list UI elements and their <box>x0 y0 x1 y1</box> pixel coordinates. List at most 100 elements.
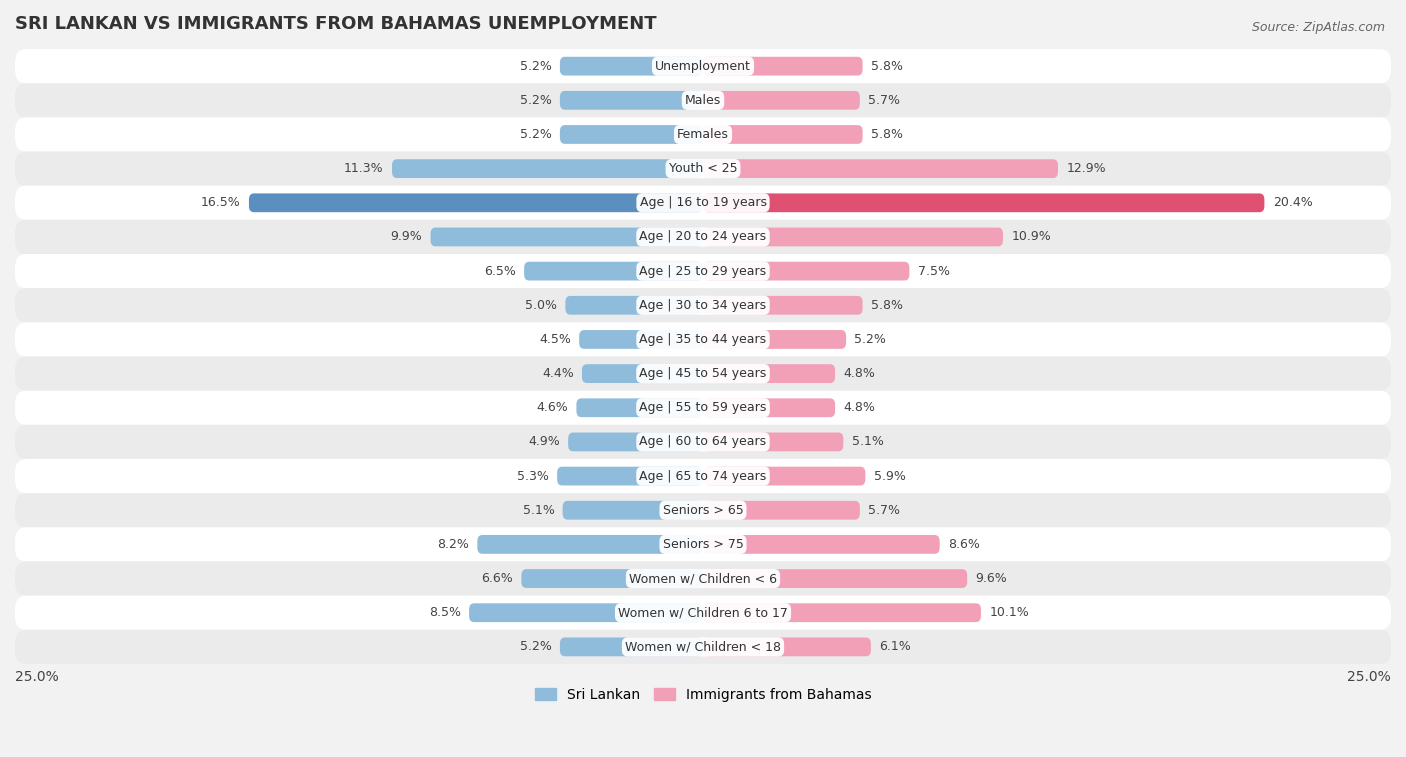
FancyBboxPatch shape <box>15 185 1391 220</box>
Text: 16.5%: 16.5% <box>201 196 240 209</box>
Text: Seniors > 75: Seniors > 75 <box>662 538 744 551</box>
Text: Age | 55 to 59 years: Age | 55 to 59 years <box>640 401 766 414</box>
Text: 4.5%: 4.5% <box>538 333 571 346</box>
Text: 8.2%: 8.2% <box>437 538 470 551</box>
FancyBboxPatch shape <box>15 391 1391 425</box>
FancyBboxPatch shape <box>703 57 863 76</box>
Text: Age | 60 to 64 years: Age | 60 to 64 years <box>640 435 766 448</box>
FancyBboxPatch shape <box>703 193 1264 212</box>
FancyBboxPatch shape <box>703 159 1057 178</box>
FancyBboxPatch shape <box>562 501 703 519</box>
FancyBboxPatch shape <box>703 398 835 417</box>
Text: 9.9%: 9.9% <box>391 230 422 244</box>
FancyBboxPatch shape <box>15 630 1391 664</box>
Text: Males: Males <box>685 94 721 107</box>
Text: Age | 25 to 29 years: Age | 25 to 29 years <box>640 265 766 278</box>
FancyBboxPatch shape <box>15 596 1391 630</box>
Text: 4.8%: 4.8% <box>844 401 875 414</box>
Text: 5.2%: 5.2% <box>520 94 551 107</box>
Text: 5.8%: 5.8% <box>870 60 903 73</box>
FancyBboxPatch shape <box>576 398 703 417</box>
FancyBboxPatch shape <box>703 125 863 144</box>
Legend: Sri Lankan, Immigrants from Bahamas: Sri Lankan, Immigrants from Bahamas <box>529 682 877 707</box>
Text: 5.7%: 5.7% <box>868 503 900 517</box>
FancyBboxPatch shape <box>703 330 846 349</box>
Text: 4.8%: 4.8% <box>844 367 875 380</box>
FancyBboxPatch shape <box>557 466 703 485</box>
Text: 5.1%: 5.1% <box>523 503 554 517</box>
FancyBboxPatch shape <box>15 357 1391 391</box>
FancyBboxPatch shape <box>560 637 703 656</box>
Text: SRI LANKAN VS IMMIGRANTS FROM BAHAMAS UNEMPLOYMENT: SRI LANKAN VS IMMIGRANTS FROM BAHAMAS UN… <box>15 15 657 33</box>
FancyBboxPatch shape <box>15 151 1391 185</box>
Text: Unemployment: Unemployment <box>655 60 751 73</box>
Text: 5.7%: 5.7% <box>868 94 900 107</box>
FancyBboxPatch shape <box>703 91 860 110</box>
FancyBboxPatch shape <box>560 125 703 144</box>
FancyBboxPatch shape <box>15 117 1391 151</box>
Text: 10.9%: 10.9% <box>1011 230 1050 244</box>
Text: Age | 65 to 74 years: Age | 65 to 74 years <box>640 469 766 482</box>
FancyBboxPatch shape <box>522 569 703 588</box>
FancyBboxPatch shape <box>703 296 863 315</box>
Text: 5.8%: 5.8% <box>870 299 903 312</box>
FancyBboxPatch shape <box>392 159 703 178</box>
FancyBboxPatch shape <box>703 501 860 519</box>
FancyBboxPatch shape <box>524 262 703 281</box>
FancyBboxPatch shape <box>579 330 703 349</box>
FancyBboxPatch shape <box>15 254 1391 288</box>
Text: 8.6%: 8.6% <box>948 538 980 551</box>
FancyBboxPatch shape <box>582 364 703 383</box>
FancyBboxPatch shape <box>703 569 967 588</box>
Text: Age | 16 to 19 years: Age | 16 to 19 years <box>640 196 766 209</box>
FancyBboxPatch shape <box>703 228 1002 246</box>
FancyBboxPatch shape <box>703 603 981 622</box>
FancyBboxPatch shape <box>470 603 703 622</box>
Text: 5.9%: 5.9% <box>873 469 905 482</box>
FancyBboxPatch shape <box>703 262 910 281</box>
FancyBboxPatch shape <box>15 493 1391 528</box>
Text: 12.9%: 12.9% <box>1066 162 1107 175</box>
Text: 4.6%: 4.6% <box>537 401 568 414</box>
Text: 5.1%: 5.1% <box>852 435 883 448</box>
FancyBboxPatch shape <box>15 459 1391 493</box>
Text: 5.2%: 5.2% <box>520 60 551 73</box>
Text: 5.2%: 5.2% <box>520 640 551 653</box>
Text: 6.1%: 6.1% <box>879 640 911 653</box>
FancyBboxPatch shape <box>249 193 703 212</box>
FancyBboxPatch shape <box>15 288 1391 322</box>
Text: 6.6%: 6.6% <box>481 572 513 585</box>
FancyBboxPatch shape <box>703 364 835 383</box>
Text: 10.1%: 10.1% <box>990 606 1029 619</box>
Text: Women w/ Children < 6: Women w/ Children < 6 <box>628 572 778 585</box>
Text: Age | 35 to 44 years: Age | 35 to 44 years <box>640 333 766 346</box>
FancyBboxPatch shape <box>15 83 1391 117</box>
Text: Age | 45 to 54 years: Age | 45 to 54 years <box>640 367 766 380</box>
Text: 5.2%: 5.2% <box>520 128 551 141</box>
Text: 9.6%: 9.6% <box>976 572 1007 585</box>
Text: 6.5%: 6.5% <box>484 265 516 278</box>
Text: 5.8%: 5.8% <box>870 128 903 141</box>
Text: 5.0%: 5.0% <box>526 299 557 312</box>
Text: Women w/ Children 6 to 17: Women w/ Children 6 to 17 <box>619 606 787 619</box>
FancyBboxPatch shape <box>565 296 703 315</box>
Text: 25.0%: 25.0% <box>15 670 59 684</box>
FancyBboxPatch shape <box>560 91 703 110</box>
Text: 4.4%: 4.4% <box>541 367 574 380</box>
FancyBboxPatch shape <box>703 466 865 485</box>
FancyBboxPatch shape <box>15 562 1391 596</box>
Text: 7.5%: 7.5% <box>918 265 949 278</box>
Text: Youth < 25: Youth < 25 <box>669 162 737 175</box>
Text: 5.3%: 5.3% <box>517 469 548 482</box>
Text: Females: Females <box>678 128 728 141</box>
FancyBboxPatch shape <box>430 228 703 246</box>
FancyBboxPatch shape <box>568 432 703 451</box>
Text: 11.3%: 11.3% <box>344 162 384 175</box>
Text: 8.5%: 8.5% <box>429 606 461 619</box>
FancyBboxPatch shape <box>703 637 870 656</box>
FancyBboxPatch shape <box>477 535 703 554</box>
FancyBboxPatch shape <box>15 220 1391 254</box>
FancyBboxPatch shape <box>15 322 1391 357</box>
Text: Women w/ Children < 18: Women w/ Children < 18 <box>626 640 780 653</box>
Text: Age | 30 to 34 years: Age | 30 to 34 years <box>640 299 766 312</box>
